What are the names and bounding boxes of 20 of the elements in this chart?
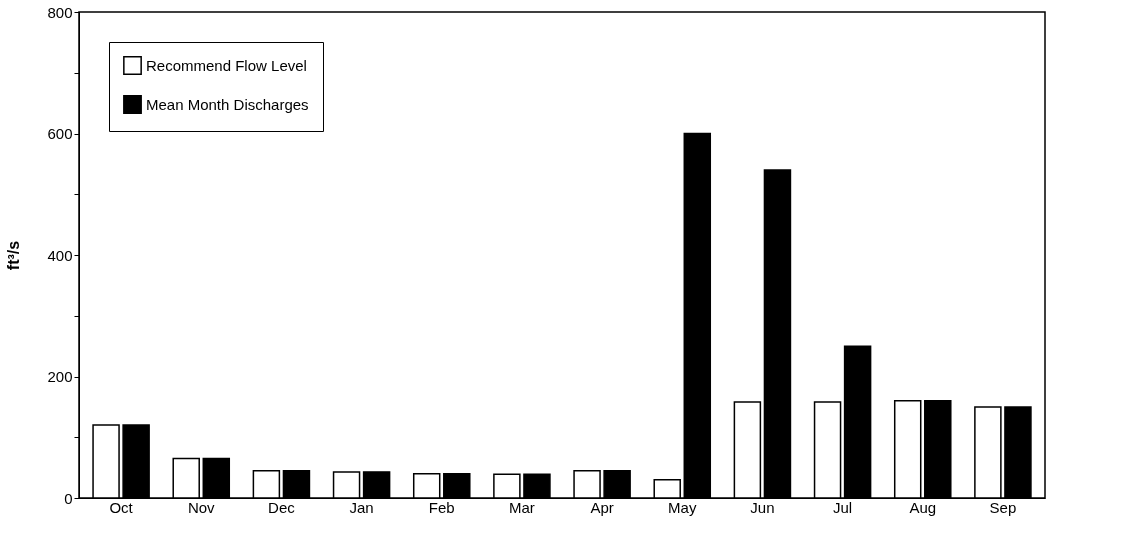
y-tick-label: 200 bbox=[47, 368, 73, 385]
y-tick-label: 600 bbox=[47, 125, 73, 142]
x-tick-label: Apr bbox=[590, 498, 614, 516]
x-tick-label: Jun bbox=[750, 498, 775, 516]
x-tick-label: Aug bbox=[909, 498, 937, 516]
y-tick-label: 800 bbox=[47, 3, 73, 21]
x-tick-label: Dec bbox=[268, 498, 296, 516]
x-tick-label: Feb bbox=[428, 498, 455, 516]
y-axis-title: ft³/s bbox=[5, 240, 23, 271]
y-tick-label: 0 bbox=[64, 489, 73, 507]
x-tick-label: Jan bbox=[349, 498, 374, 516]
x-tick-label: May bbox=[668, 498, 697, 516]
x-tick-label: Jul bbox=[832, 498, 853, 516]
x-tick-label: Oct bbox=[109, 498, 134, 516]
x-tick-label: Mar bbox=[509, 498, 535, 516]
x-tick-label: Nov bbox=[187, 498, 216, 516]
legend-label: Recommend Flow Level bbox=[146, 56, 307, 74]
legend-label: Mean Month Discharges bbox=[146, 95, 309, 113]
y-tick-label: 400 bbox=[47, 246, 73, 264]
x-tick-label: Sep bbox=[989, 498, 1017, 516]
